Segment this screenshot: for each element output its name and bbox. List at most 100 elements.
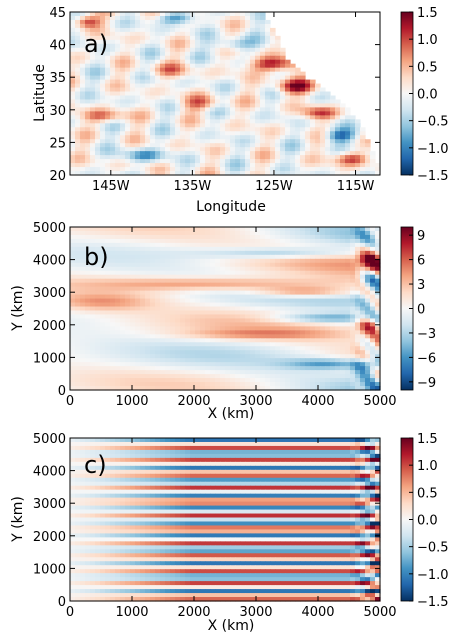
heatmap-cell — [105, 449, 111, 455]
heatmap-cell — [210, 107, 216, 112]
heatmap-cell — [185, 286, 191, 292]
heatmap-cell — [230, 250, 236, 256]
heatmap-cell — [90, 103, 96, 109]
heatmap-cell — [130, 354, 136, 359]
heatmap-cell — [190, 83, 196, 89]
heatmap-cell — [95, 155, 101, 160]
heatmap-cell — [255, 12, 261, 17]
heatmap-cell — [305, 282, 311, 288]
heatmap-cell — [355, 330, 361, 335]
heatmap-cell — [315, 338, 321, 343]
heatmap-cell — [275, 99, 281, 105]
heatmap-cell — [175, 35, 181, 41]
heatmap-cell — [170, 378, 176, 383]
heatmap-cell — [280, 159, 286, 164]
heatmap-cell — [270, 55, 276, 61]
heatmap-cell — [180, 159, 186, 164]
heatmap-cell — [135, 258, 141, 264]
heatmap-cell — [70, 27, 76, 33]
heatmap-cell — [255, 15, 261, 21]
heatmap-cell — [240, 227, 246, 232]
heatmap-cell — [275, 143, 281, 148]
heatmap-cell — [205, 438, 211, 443]
heatmap-cell — [305, 79, 311, 85]
heatmap-cell — [95, 254, 101, 260]
heatmap-cell — [135, 366, 141, 371]
heatmap-cell — [140, 87, 146, 93]
heatmap-cell — [85, 87, 91, 93]
heatmap-cell — [195, 107, 201, 112]
heatmap-cell — [115, 254, 121, 260]
heatmap-cell — [240, 115, 246, 120]
heatmap-cell — [285, 306, 291, 312]
heatmap-cell — [115, 163, 121, 168]
heatmap-cell — [205, 143, 211, 148]
heatmap-cell — [160, 306, 166, 312]
heatmap-cell — [155, 43, 161, 49]
heatmap-cell — [350, 143, 356, 148]
heatmap-cell — [175, 250, 181, 256]
heatmap-cell — [280, 338, 286, 343]
heatmap-cell — [235, 59, 241, 65]
heatmap-cell — [275, 358, 281, 363]
heatmap-cell — [220, 75, 226, 81]
heatmap-cell — [80, 346, 86, 351]
heatmap-cell — [305, 111, 311, 116]
heatmap-cell — [180, 302, 186, 308]
heatmap-cell — [185, 107, 191, 112]
heatmap-cell — [285, 449, 291, 455]
heatmap-cell — [200, 438, 206, 443]
heatmap-cell — [75, 246, 81, 252]
heatmap-cell — [200, 83, 206, 89]
heatmap-cell — [300, 310, 306, 316]
heatmap-cell — [355, 298, 361, 304]
heatmap-cell — [165, 274, 171, 280]
heatmap-cell — [305, 366, 311, 371]
heatmap-cell — [210, 286, 216, 292]
heatmap-cell — [290, 354, 296, 359]
heatmap-cell — [215, 147, 221, 152]
heatmap-cell — [240, 55, 246, 61]
heatmap-cell — [345, 334, 351, 339]
heatmap-cell — [375, 258, 381, 264]
heatmap-cell — [330, 262, 336, 268]
heatmap-cell — [70, 278, 76, 284]
heatmap-cell — [100, 167, 106, 172]
heatmap-cell — [245, 266, 251, 272]
heatmap-cell — [175, 286, 181, 292]
heatmap-cell — [160, 79, 166, 85]
heatmap-cell — [355, 338, 361, 343]
heatmap-cell — [160, 27, 166, 33]
heatmap-cell — [350, 362, 356, 367]
heatmap-cell — [165, 135, 171, 140]
heatmap-cell — [255, 362, 261, 367]
heatmap-cell — [145, 55, 151, 61]
heatmap-cell — [130, 266, 136, 272]
heatmap-cell — [125, 59, 131, 65]
heatmap-cell — [280, 75, 286, 81]
heatmap-cell — [170, 19, 176, 25]
heatmap-cell — [185, 298, 191, 304]
heatmap-cell — [340, 374, 346, 379]
heatmap-cell — [290, 438, 296, 443]
heatmap-cell — [175, 107, 181, 112]
heatmap-cell — [215, 131, 221, 136]
heatmap-cell — [210, 354, 216, 359]
heatmap-cell — [195, 39, 201, 45]
heatmap-cell — [220, 330, 226, 335]
heatmap-cell — [180, 382, 186, 387]
heatmap-cell — [115, 322, 121, 327]
heatmap-cell — [355, 445, 361, 451]
heatmap-cell — [180, 47, 186, 53]
heatmap-cell — [305, 151, 311, 156]
heatmap-cell — [365, 238, 371, 244]
heatmap-cell — [125, 167, 131, 172]
heatmap-cell — [185, 246, 191, 252]
heatmap-cell — [290, 115, 296, 120]
heatmap-cell — [180, 441, 186, 447]
heatmap-cell — [165, 127, 171, 132]
heatmap-cell — [220, 338, 226, 343]
heatmap-cell — [205, 322, 211, 327]
heatmap-cell — [330, 131, 336, 136]
